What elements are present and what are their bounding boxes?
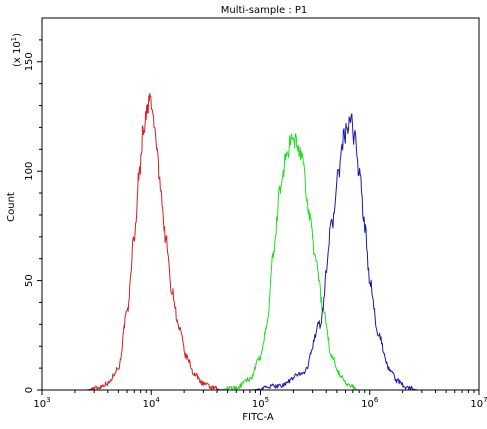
y-multiplier-label: (x 101) xyxy=(10,33,23,67)
histogram-series-3 xyxy=(249,113,419,391)
x-tick-label: 105 xyxy=(252,396,269,410)
x-tick-exponent: 6 xyxy=(374,396,379,404)
x-tick-base: 10 xyxy=(361,399,374,410)
y-tick-label: 100 xyxy=(24,162,35,181)
x-tick-exponent: 4 xyxy=(155,396,160,404)
y-tick-label: 0 xyxy=(24,387,35,393)
x-axis-label: FITC-A xyxy=(242,412,274,423)
histogram-series-2 xyxy=(217,133,360,391)
y-multiplier-prefix: (x 10 xyxy=(12,41,23,67)
x-tick-label: 106 xyxy=(361,396,379,410)
x-tick-base: 10 xyxy=(470,399,483,410)
y-multiplier-exponent: 1 xyxy=(10,37,18,41)
x-tick-base: 10 xyxy=(143,399,156,410)
x-tick-exponent: 3 xyxy=(46,396,50,404)
y-axis-label: Count xyxy=(6,192,17,222)
x-tick-label: 103 xyxy=(33,396,50,410)
x-tick-label: 107 xyxy=(470,396,487,410)
x-tick-exponent: 7 xyxy=(483,396,487,404)
y-tick-label: 150 xyxy=(24,52,35,71)
x-tick-label: 104 xyxy=(143,396,161,410)
histogram-series-1 xyxy=(85,92,223,391)
plot-frame xyxy=(41,17,480,391)
x-tick-base: 10 xyxy=(252,399,265,410)
y-multiplier-suffix: ) xyxy=(12,33,23,37)
x-tick-exponent: 5 xyxy=(265,396,269,404)
chart-title: Multi-sample : P1 xyxy=(221,5,308,16)
y-tick-label: 50 xyxy=(24,274,35,287)
x-tick-base: 10 xyxy=(33,399,46,410)
svg-text:(x 101): (x 101) xyxy=(10,33,23,67)
